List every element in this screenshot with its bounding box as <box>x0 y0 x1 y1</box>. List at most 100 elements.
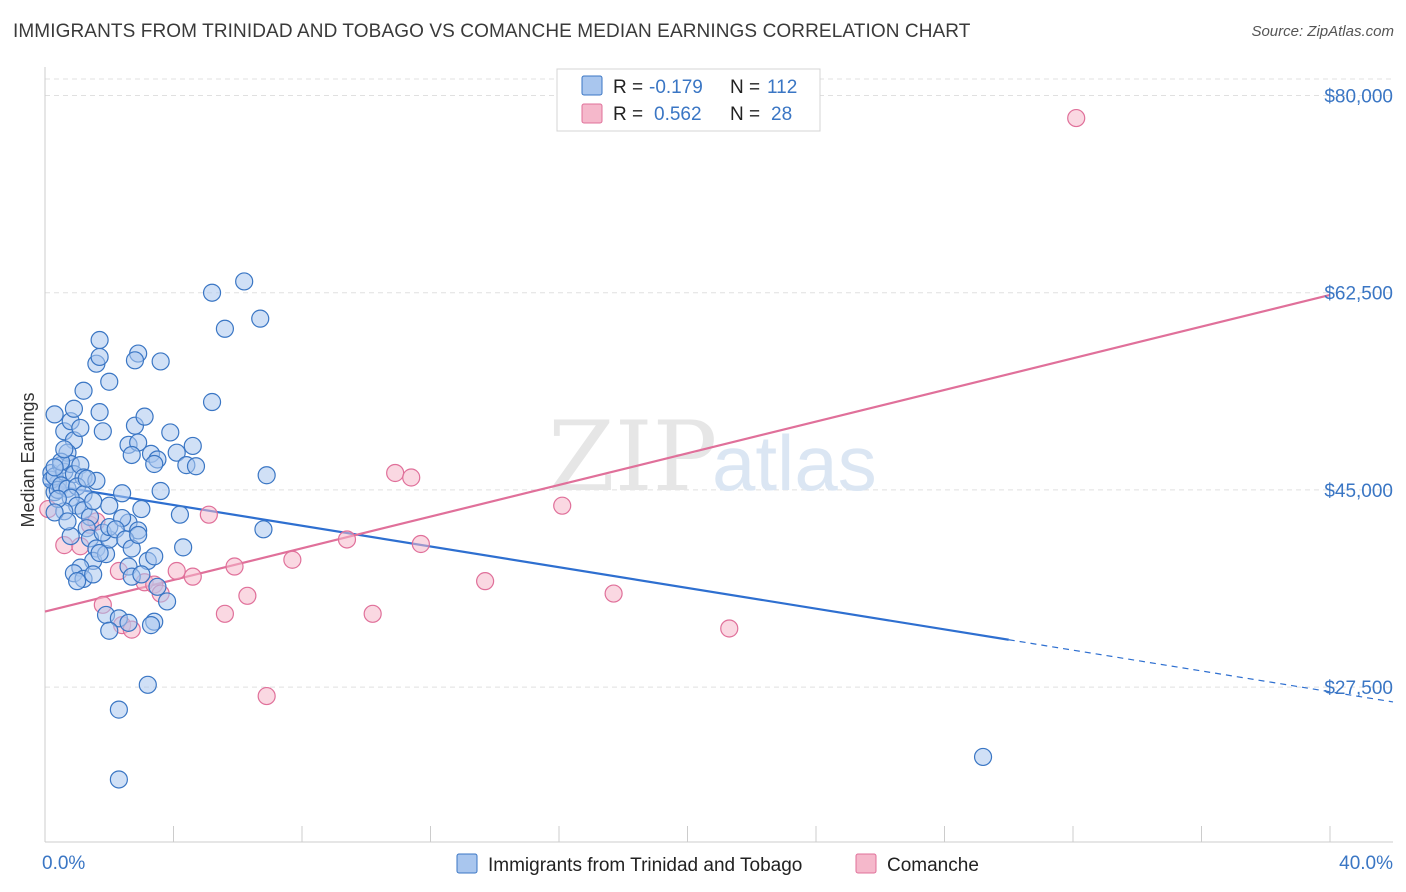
comanche-point <box>363 604 382 623</box>
trinidad-point <box>135 407 154 426</box>
comanche-point <box>604 584 623 603</box>
trinidad-point <box>174 538 193 557</box>
x-tick-labels: 0.0% 40.0% <box>42 853 1393 874</box>
legend-n-value-2: 28 <box>771 104 792 125</box>
trinidad-point <box>138 675 157 694</box>
trinidad-point <box>90 347 109 367</box>
series-swatch-blue <box>456 853 478 874</box>
trinidad-point <box>145 454 164 474</box>
trinidad-point <box>68 572 87 591</box>
trinidad-point <box>45 458 64 477</box>
trinidad-point <box>84 565 103 584</box>
source-credit: Source: ZipAtlas.com <box>1251 23 1394 40</box>
trinidad-point <box>55 440 74 459</box>
trinidad-point <box>109 700 128 719</box>
trend-line-comanche <box>44 293 1331 613</box>
trinidad-point <box>161 423 180 442</box>
trinidad-point <box>58 512 77 531</box>
trinidad-point <box>93 422 112 441</box>
trinidad-point <box>90 543 109 563</box>
trinidad-points <box>42 272 993 789</box>
legend-n-label-1: N = <box>730 77 760 98</box>
trinidad-point <box>235 272 254 291</box>
trinidad-point <box>45 405 64 424</box>
trinidad-point <box>64 399 84 418</box>
trinidad-point <box>100 372 119 391</box>
comanche-point <box>257 686 276 706</box>
trinidad-point <box>215 319 234 338</box>
trinidad-point <box>119 613 138 632</box>
trinidad-point <box>151 352 170 371</box>
y-tick-label: $27,500 <box>1324 678 1393 699</box>
trinidad-point <box>100 496 119 515</box>
legend-swatch-blue <box>581 75 603 96</box>
series-label-trinidad: Immigrants from Trinidad and Tobago <box>488 855 802 876</box>
trend-line-trinidad <box>44 483 1009 641</box>
trinidad-point <box>122 445 141 465</box>
trinidad-point <box>151 481 170 501</box>
watermark-zip: ZIP <box>548 401 717 513</box>
trinidad-point <box>254 520 273 539</box>
series-swatch-pink <box>855 853 877 874</box>
legend-r-label-2: R = <box>613 104 643 125</box>
comanche-point <box>225 557 244 576</box>
comanche-point <box>283 550 302 569</box>
trinidad-point <box>125 351 145 370</box>
legend-r-value-2: 0.562 <box>654 104 702 125</box>
legend-n-value-1: 112 <box>767 77 797 98</box>
y-tick-labels: $27,500 $45,000 $62,500 $80,000 <box>1324 87 1393 700</box>
trinidad-point <box>109 770 128 789</box>
legend-swatch-pink <box>581 103 603 124</box>
comanche-point <box>386 463 405 483</box>
comanche-point <box>553 496 572 515</box>
trinidad-point <box>973 747 993 767</box>
comanche-point <box>238 586 257 605</box>
comanche-point <box>167 561 186 581</box>
trinidad-point <box>90 403 109 422</box>
comanche-point <box>215 604 234 623</box>
trinidad-point <box>45 503 64 522</box>
legend-r-label-1: R = <box>613 77 643 98</box>
chart-title: IMMIGRANTS FROM TRINIDAD AND TOBAGO VS C… <box>13 21 971 42</box>
trinidad-point <box>112 484 132 503</box>
trinidad-point <box>157 592 177 611</box>
trinidad-point <box>132 565 151 584</box>
axes <box>44 67 1393 843</box>
comanche-point <box>411 534 430 554</box>
comanche-point <box>476 572 495 591</box>
trinidad-point <box>84 492 103 511</box>
trinidad-point <box>148 577 167 596</box>
trinidad-point <box>183 436 202 456</box>
y-tick-label: $80,000 <box>1324 87 1393 108</box>
trinidad-point <box>100 621 119 640</box>
watermark-atlas: atlas <box>712 419 877 507</box>
series-label-comanche: Comanche <box>887 855 979 876</box>
legend-r-value-1: -0.179 <box>649 77 703 98</box>
trinidad-point <box>145 547 164 566</box>
trinidad-point <box>167 443 186 462</box>
trinidad-point <box>141 616 161 635</box>
comanche-point <box>720 619 739 638</box>
legend-n-label-2: N = <box>730 104 760 125</box>
trinidad-point <box>251 309 270 328</box>
x-tick-label-min: 0.0% <box>42 853 85 874</box>
series-legend: Immigrants from Trinidad and Tobago Coma… <box>456 853 979 876</box>
comanche-point <box>402 468 421 487</box>
trinidad-point <box>202 283 222 302</box>
comanche-point <box>337 530 357 549</box>
trend-line-trinidad-extrapolated <box>1008 639 1394 703</box>
y-tick-label: $62,500 <box>1324 284 1393 305</box>
comanche-point <box>1067 108 1086 128</box>
trinidad-point <box>170 505 190 524</box>
comanche-point <box>199 505 218 524</box>
comanche-point <box>183 567 202 586</box>
y-axis-label: Median Earnings <box>18 392 38 527</box>
trinidad-point <box>132 499 151 519</box>
trinidad-point <box>202 392 222 412</box>
x-tick-label-max: 40.0% <box>1339 853 1393 874</box>
trinidad-point <box>77 469 96 488</box>
trinidad-point <box>257 466 276 485</box>
trinidad-point <box>186 457 206 476</box>
trinidad-point <box>74 381 93 400</box>
